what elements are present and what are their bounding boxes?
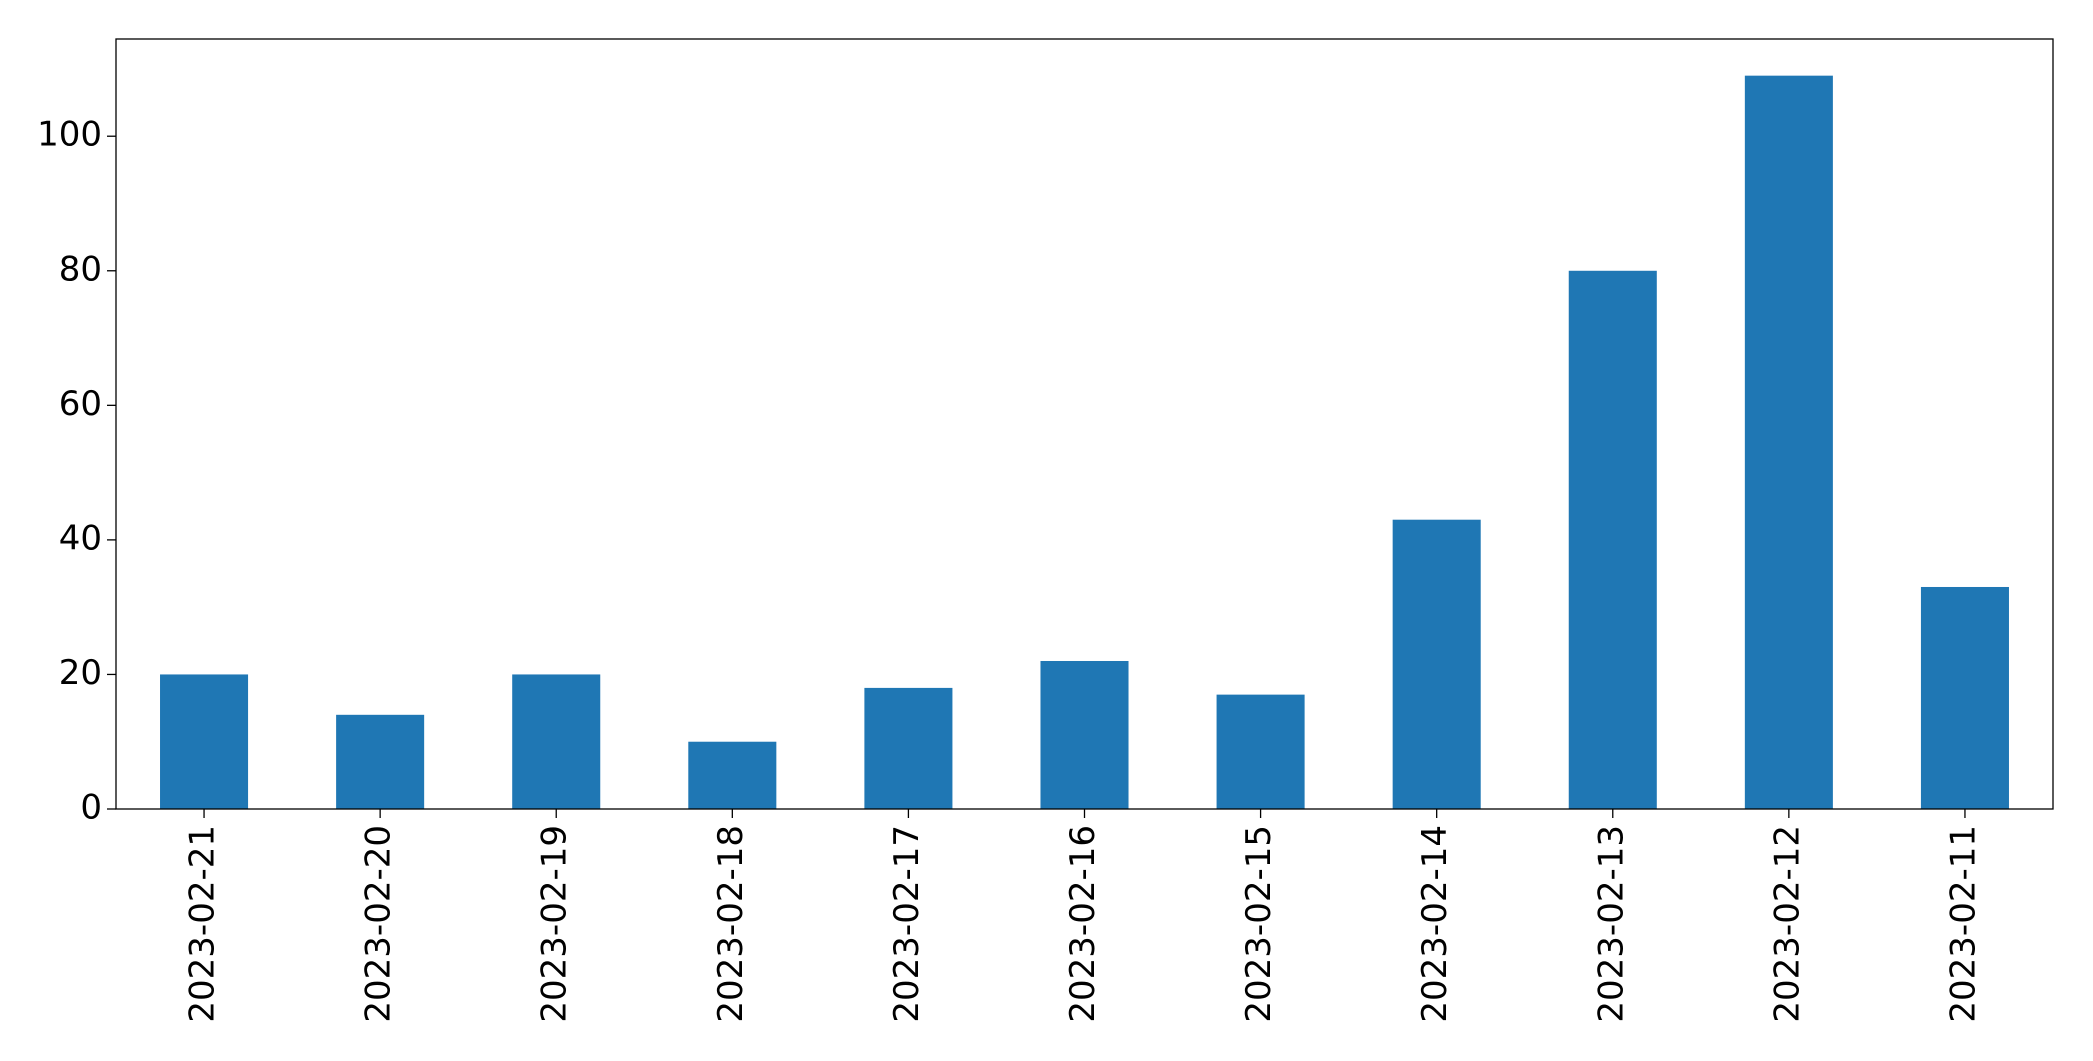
y-tick-label: 60 bbox=[59, 384, 102, 424]
x-tick-label: 2023-02-14 bbox=[1415, 825, 1455, 1023]
x-tick-label: 2023-02-19 bbox=[535, 825, 575, 1023]
bar bbox=[160, 674, 249, 809]
y-tick-label: 0 bbox=[80, 788, 102, 828]
bar bbox=[1920, 586, 2009, 809]
x-tick-label: 2023-02-12 bbox=[1767, 825, 1807, 1023]
x-tick-label: 2023-02-17 bbox=[887, 825, 927, 1023]
bar bbox=[688, 741, 777, 809]
x-tick-label: 2023-02-16 bbox=[1063, 825, 1103, 1023]
bar bbox=[1216, 694, 1305, 809]
x-tick-label: 2023-02-20 bbox=[359, 825, 399, 1023]
bar bbox=[1568, 270, 1657, 810]
y-tick-label: 20 bbox=[59, 653, 102, 693]
x-tick-label: 2023-02-18 bbox=[711, 825, 751, 1023]
x-tick-label: 2023-02-13 bbox=[1591, 825, 1631, 1023]
bar bbox=[1744, 75, 1833, 809]
y-tick-label: 100 bbox=[37, 115, 102, 155]
y-tick-label: 40 bbox=[59, 518, 102, 558]
x-tick-label: 2023-02-15 bbox=[1239, 825, 1279, 1023]
bar bbox=[512, 674, 601, 809]
bar bbox=[336, 714, 425, 809]
y-tick-label: 80 bbox=[59, 249, 102, 289]
bar bbox=[1392, 519, 1481, 809]
x-tick-label: 2023-02-21 bbox=[183, 825, 223, 1023]
plot-frame bbox=[115, 38, 2054, 810]
bar bbox=[864, 687, 953, 809]
bar bbox=[1040, 660, 1129, 809]
x-tick-label: 2023-02-11 bbox=[1943, 825, 1983, 1023]
